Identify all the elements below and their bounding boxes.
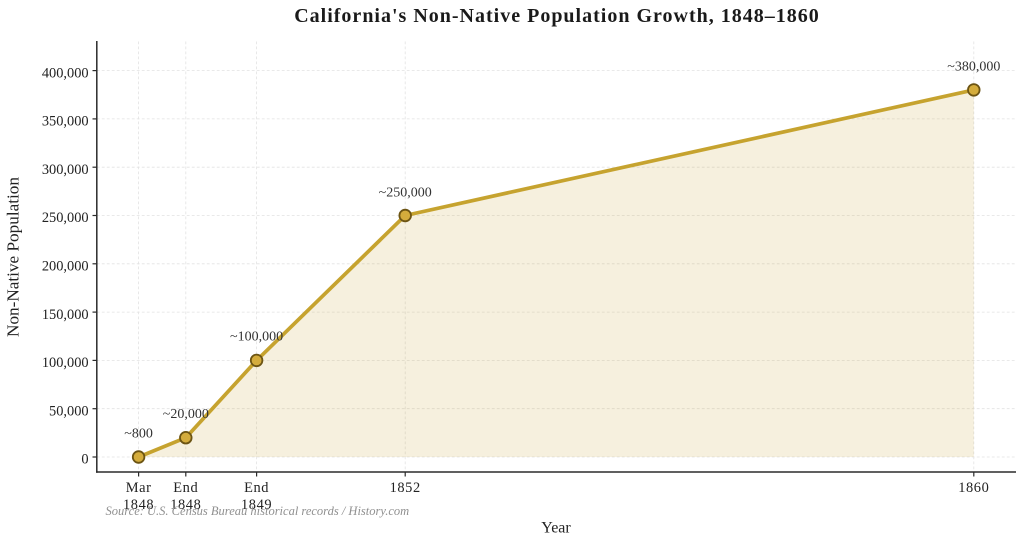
svg-text:~380,000: ~380,000	[947, 60, 1000, 75]
svg-text:350,000: 350,000	[42, 114, 89, 130]
svg-text:End: End	[173, 480, 198, 496]
svg-text:~20,000: ~20,000	[163, 407, 209, 422]
svg-text:Mar: Mar	[126, 480, 152, 496]
svg-text:California's Non-Native Popula: California's Non-Native Population Growt…	[294, 5, 820, 27]
svg-text:100,000: 100,000	[42, 355, 89, 371]
svg-text:Year: Year	[541, 520, 571, 537]
svg-text:50,000: 50,000	[49, 403, 89, 419]
svg-text:End: End	[244, 480, 269, 496]
svg-text:Source: U.S. Census Bureau his: Source: U.S. Census Bureau historical re…	[106, 504, 410, 518]
svg-text:~800: ~800	[124, 426, 153, 441]
svg-text:1860: 1860	[958, 480, 989, 496]
svg-text:0: 0	[81, 452, 88, 468]
svg-text:1848: 1848	[123, 497, 154, 513]
svg-text:Non-Native Population: Non-Native Population	[4, 177, 23, 337]
svg-text:150,000: 150,000	[42, 307, 89, 323]
svg-text:400,000: 400,000	[42, 65, 89, 81]
svg-text:~100,000: ~100,000	[230, 330, 283, 345]
svg-text:1852: 1852	[390, 480, 421, 496]
svg-text:~250,000: ~250,000	[379, 185, 432, 200]
svg-text:1848: 1848	[170, 497, 201, 513]
svg-text:300,000: 300,000	[42, 162, 89, 178]
svg-text:250,000: 250,000	[42, 210, 89, 226]
svg-text:1849: 1849	[241, 497, 272, 513]
svg-text:200,000: 200,000	[42, 259, 89, 275]
